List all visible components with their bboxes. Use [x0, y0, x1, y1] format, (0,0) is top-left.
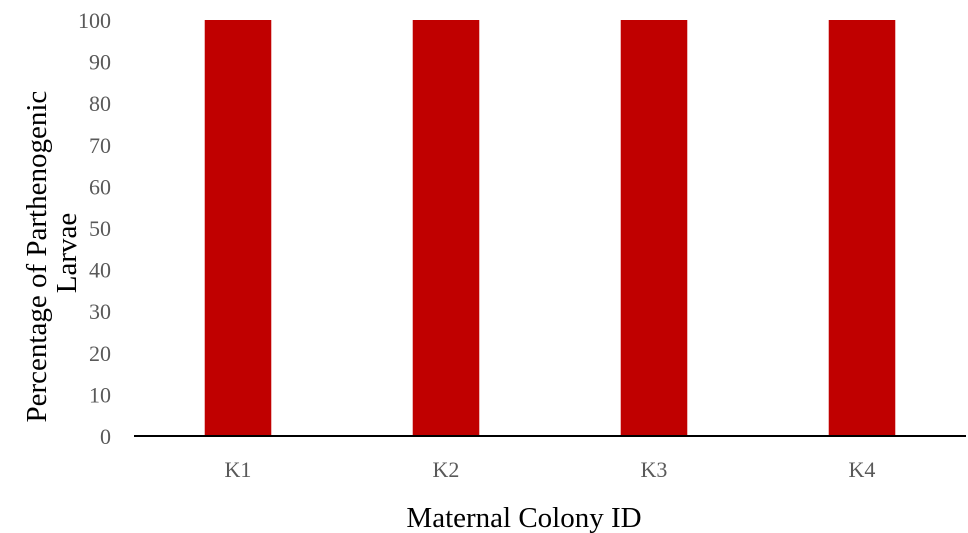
y-tick-label: 60 — [89, 174, 111, 199]
y-axis-title-line-2: Larvae — [51, 213, 83, 294]
x-axis-title: Maternal Colony ID — [406, 502, 641, 533]
y-tick-label: 40 — [89, 258, 111, 283]
y-axis-title-line-1: Percentage of Parthenogenic — [21, 91, 53, 423]
y-axis-title: Percentage of Parthenogenic Larvae — [21, 84, 83, 423]
y-tick-label: 90 — [89, 50, 111, 75]
x-tick-label-k2: K2 — [433, 457, 460, 482]
y-tick-label: 0 — [100, 424, 111, 449]
y-tick-label: 20 — [89, 341, 111, 366]
y-tick-label: 50 — [89, 216, 111, 241]
bar-k3 — [620, 20, 688, 436]
y-tick-label: 80 — [89, 91, 111, 116]
y-tick-label: 10 — [89, 382, 111, 407]
y-tick-label: 100 — [78, 8, 111, 33]
x-axis-labels: K1 K2 K3 K4 — [225, 457, 876, 482]
x-tick-label-k4: K4 — [849, 457, 876, 482]
bar-k1 — [204, 20, 272, 436]
y-tick-label: 70 — [89, 133, 111, 158]
x-tick-label-k1: K1 — [225, 457, 252, 482]
y-axis-ticks: 0 10 20 30 40 50 60 70 80 90 100 — [78, 8, 111, 449]
x-tick-label-k3: K3 — [641, 457, 668, 482]
bar-k2 — [412, 20, 480, 436]
y-tick-label: 30 — [89, 299, 111, 324]
bars — [204, 20, 896, 436]
bar-k4 — [828, 20, 896, 436]
